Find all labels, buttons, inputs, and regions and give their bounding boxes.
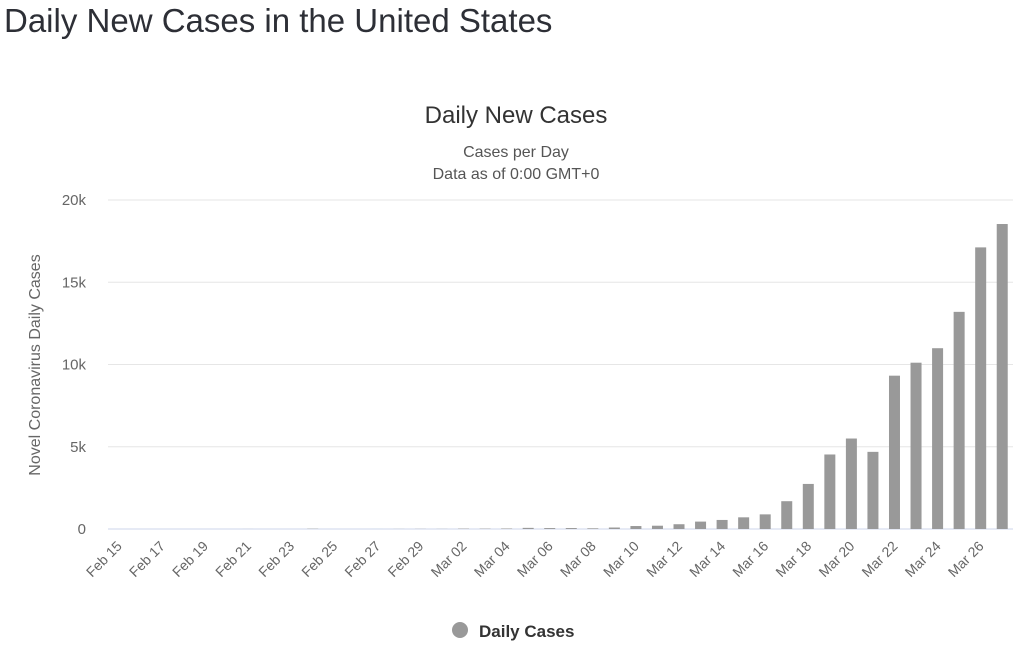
x-tick-label: Mar 06 — [514, 538, 556, 580]
x-tick-label: Mar 14 — [686, 538, 728, 580]
bar[interactable] — [802, 483, 814, 529]
bar[interactable] — [975, 247, 987, 529]
bar[interactable] — [651, 525, 663, 529]
bar[interactable] — [932, 348, 944, 529]
bar[interactable] — [738, 517, 750, 529]
bar[interactable] — [716, 519, 728, 529]
y-tick-label: 0 — [78, 521, 86, 538]
x-tick-label: Mar 10 — [600, 538, 642, 580]
legend-marker — [452, 622, 468, 638]
bar[interactable] — [544, 528, 556, 529]
bar[interactable] — [759, 514, 771, 529]
bar[interactable] — [996, 224, 1008, 529]
x-tick-label: Mar 04 — [471, 538, 513, 580]
x-tick-label: Feb 21 — [212, 538, 254, 580]
x-tick-label: Feb 15 — [83, 538, 125, 580]
bar[interactable] — [910, 362, 922, 529]
y-tick-label: 20k — [62, 192, 87, 209]
bar[interactable] — [953, 311, 965, 529]
x-tick-label: Feb 25 — [298, 538, 340, 580]
bar[interactable] — [608, 527, 620, 529]
y-tick-label: 15k — [62, 274, 87, 291]
bar[interactable] — [845, 438, 857, 529]
x-tick-label: Mar 02 — [428, 538, 470, 580]
x-tick-label: Feb 17 — [126, 538, 168, 580]
bar[interactable] — [867, 451, 879, 529]
bar[interactable] — [630, 526, 642, 529]
x-tick-label: Feb 19 — [169, 538, 211, 580]
y-tick-label: 5k — [70, 439, 86, 456]
bar[interactable] — [673, 524, 685, 529]
x-tick-label: Mar 22 — [858, 538, 900, 580]
bar[interactable] — [888, 375, 900, 529]
page-title: Daily New Cases in the United States — [4, 2, 553, 39]
x-tick-label: Mar 26 — [945, 538, 987, 580]
chart-subtitle-2: Data as of 0:00 GMT+0 — [433, 166, 600, 183]
bar[interactable] — [824, 454, 836, 529]
x-tick-label: Mar 16 — [729, 538, 771, 580]
bar[interactable] — [501, 528, 513, 529]
x-tick-label: Mar 20 — [815, 538, 857, 580]
bar[interactable] — [522, 527, 534, 529]
x-tick-label: Mar 12 — [643, 538, 685, 580]
x-tick-label: Feb 29 — [384, 538, 426, 580]
x-tick-label: Mar 08 — [557, 538, 599, 580]
y-axis-label: Novel Coronavirus Daily Cases — [27, 254, 44, 475]
bar[interactable] — [587, 528, 599, 529]
x-tick-label: Feb 23 — [255, 538, 297, 580]
chart-title: Daily New Cases — [425, 102, 608, 129]
x-tick-label: Mar 18 — [772, 538, 814, 580]
legend-label[interactable]: Daily Cases — [479, 622, 574, 641]
chart-subtitle-1: Cases per Day — [463, 144, 569, 161]
y-tick-label: 10k — [62, 357, 87, 374]
bar[interactable] — [695, 521, 707, 529]
bar[interactable] — [565, 528, 577, 529]
x-tick-label: Mar 24 — [902, 538, 944, 580]
x-tick-label: Feb 27 — [341, 538, 383, 580]
legend[interactable]: Daily Cases — [452, 622, 574, 641]
bar[interactable] — [781, 501, 793, 529]
